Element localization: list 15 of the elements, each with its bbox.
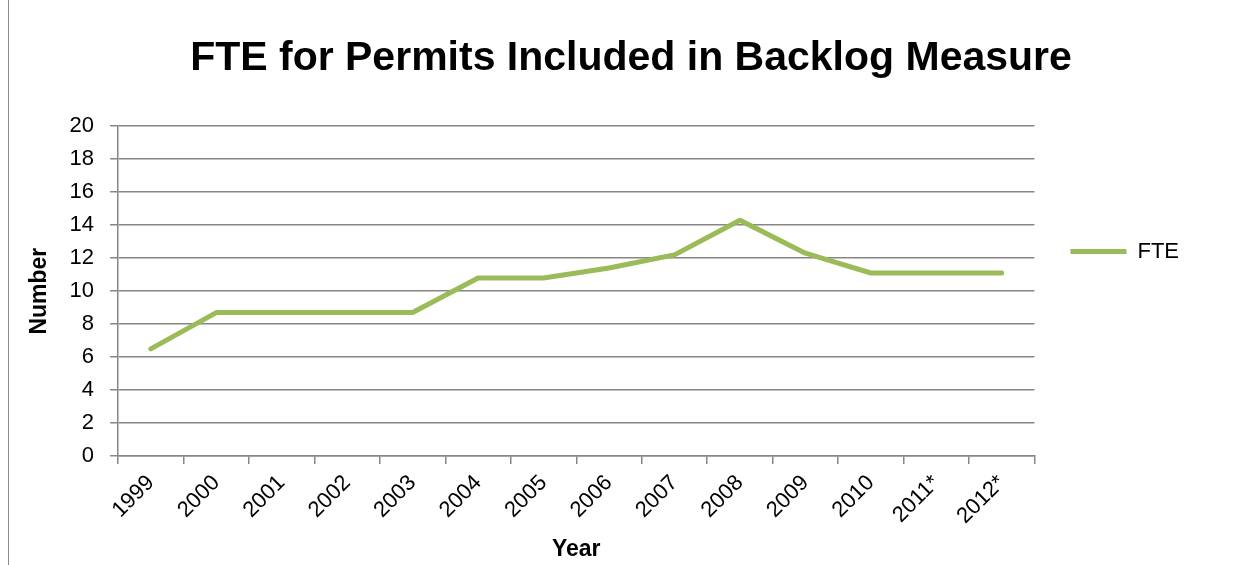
y-tick-label: 14	[69, 211, 95, 237]
y-tick-label: 6	[81, 343, 95, 369]
y-tick-label: 12	[69, 244, 95, 270]
y-axis-title: Number	[25, 247, 52, 335]
y-tick-label: 18	[69, 145, 95, 171]
chart-title: FTE for Permits Included in Backlog Measure	[190, 32, 1072, 79]
y-tick-label: 10	[69, 277, 95, 303]
legend-label: FTE	[1137, 237, 1180, 263]
y-tick-label: 20	[69, 112, 95, 138]
y-tick-label: 2	[81, 409, 95, 435]
x-axis-title: Year	[551, 534, 601, 561]
y-tick-label: 16	[69, 178, 95, 204]
y-tick-label: 8	[81, 310, 95, 336]
y-tick-label: 4	[81, 376, 95, 402]
y-tick-label: 0	[81, 442, 95, 468]
